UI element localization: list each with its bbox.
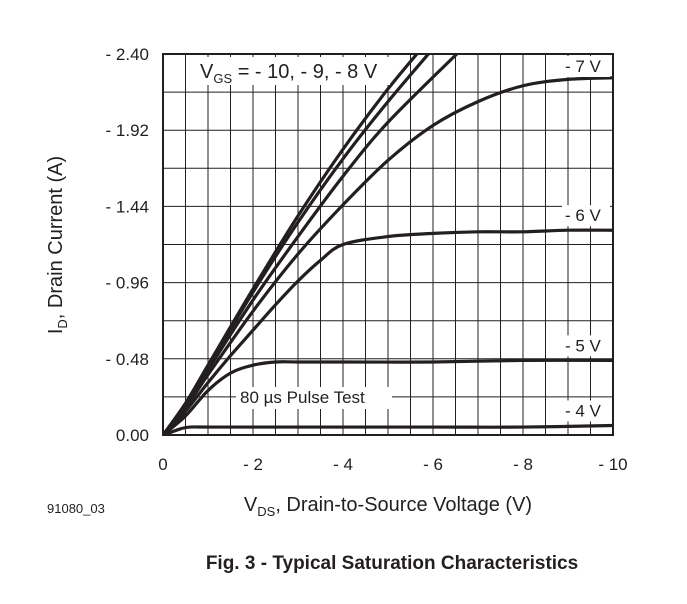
vgs-annotation: VGS = - 10, - 9, - 8 V [200, 61, 378, 86]
x-tick-label: - 6 [423, 455, 443, 474]
y-tick-label: - 1.44 [106, 197, 149, 216]
plot-frame [162, 53, 614, 436]
x-axis-label: VDS, Drain-to-Source Voltage (V) [244, 494, 532, 519]
series-label: - 6 V [565, 206, 602, 225]
vgs-annotation-bg [196, 57, 390, 85]
x-tick-label: - 4 [333, 455, 353, 474]
series-label: - 4 V [565, 401, 602, 420]
y-tick-label: - 0.96 [106, 274, 149, 293]
series-line [163, 228, 613, 435]
x-tick-label: - 2 [243, 455, 263, 474]
series-label: - 5 V [565, 336, 602, 355]
y-tick-label: 0.00 [116, 426, 149, 445]
series-line [163, 423, 613, 435]
figure-caption: Fig. 3 - Typical Saturation Characterist… [206, 553, 578, 574]
x-tick-label: - 8 [513, 455, 533, 474]
series-label-bg [562, 400, 610, 422]
figure-id: 91080_03 [47, 501, 105, 516]
x-tick-label: - 10 [598, 455, 627, 474]
pulse-test-bg [236, 387, 392, 409]
y-tick-label: - 1.92 [106, 121, 149, 140]
series-line [163, 76, 613, 435]
y-axis-label: ID, Drain Current (A) [45, 156, 70, 334]
series-labels: - 7 V - 6 V - 5 V - 4 V [562, 56, 610, 422]
series-label-bg [562, 56, 610, 77]
x-tick-label: 0 [158, 455, 167, 474]
y-tick-label: - 2.40 [106, 45, 149, 64]
series-label: - 7 V [565, 57, 602, 76]
series-label-bg [562, 335, 610, 357]
series-lines [163, 54, 613, 435]
tick-labels: 0 - 2 - 4 - 6 - 8 - 10 0.00 - 0.48 - 0.96 - 1.44 -… [106, 45, 628, 474]
grid-lines [162, 53, 614, 436]
y-tick-label: - 0.48 [106, 350, 149, 369]
series-label-bg [562, 205, 610, 227]
series-line [163, 358, 613, 435]
pulse-test-annotation: 80 µs Pulse Test [240, 388, 365, 407]
